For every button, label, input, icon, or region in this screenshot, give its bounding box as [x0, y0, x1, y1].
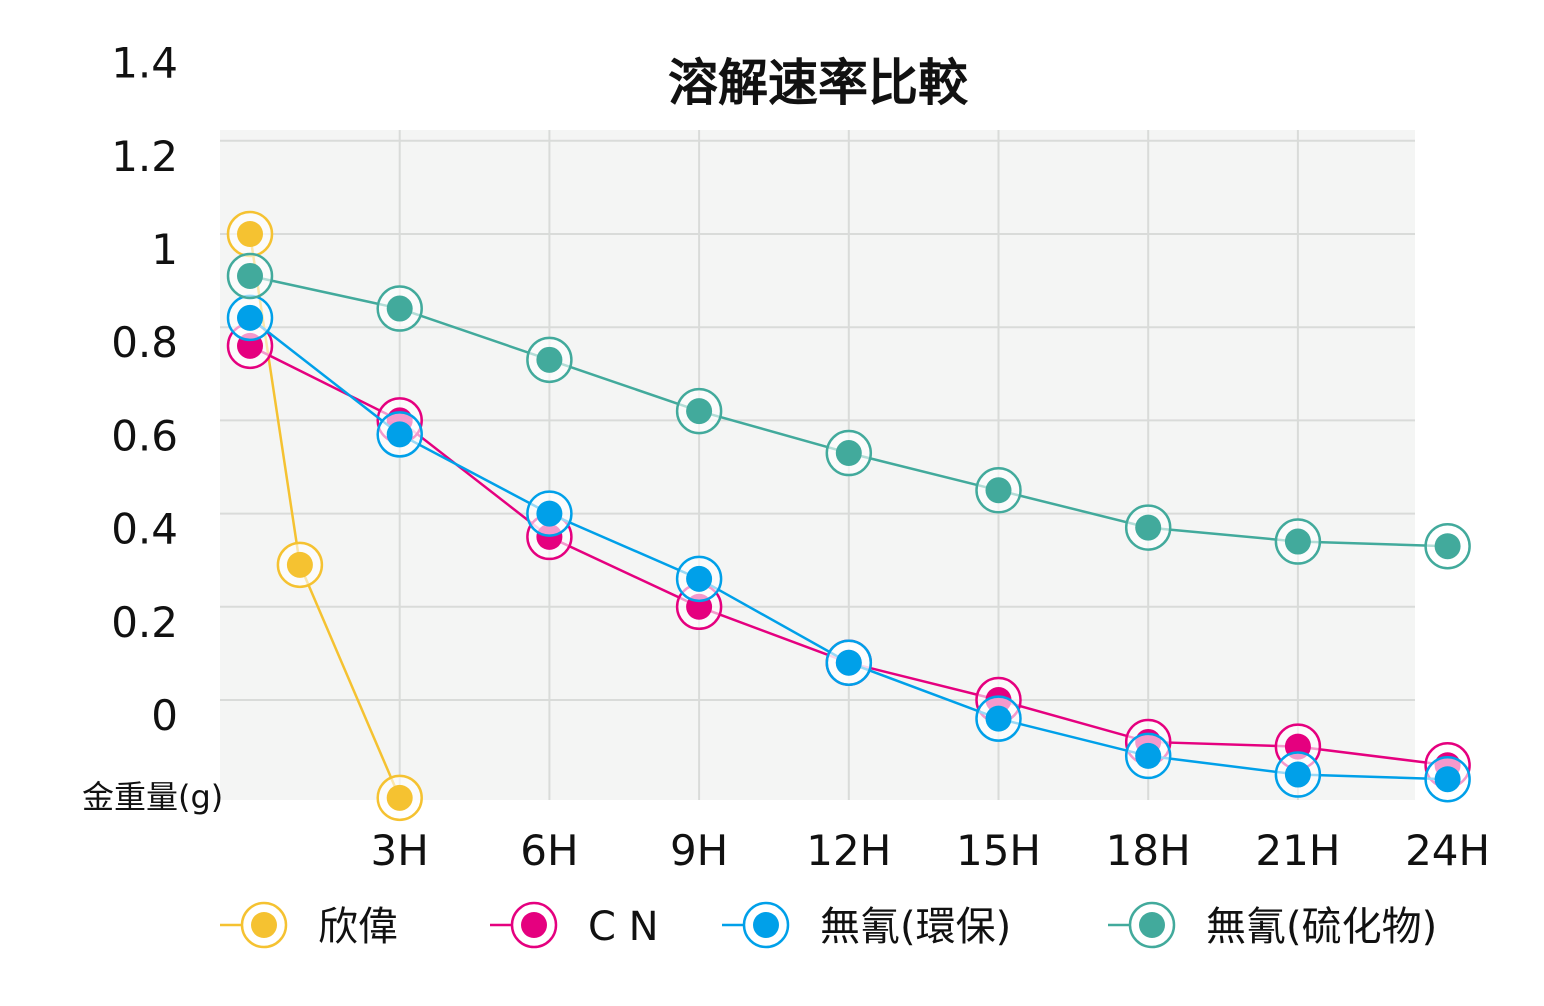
legend-marker: [1139, 912, 1165, 938]
data-point: [1284, 528, 1311, 555]
legend-label: C N: [588, 904, 659, 950]
data-point: [386, 784, 413, 811]
series-group: [226, 252, 1471, 570]
y-tick-label: 0.6: [111, 411, 178, 460]
data-point: [386, 421, 413, 448]
data-point: [1434, 766, 1461, 793]
data-point: [835, 440, 862, 467]
data-point: [536, 346, 563, 373]
x-axis-ticks: 3H 6H 9H 12H 15H 18H 21H 24H: [371, 826, 1491, 875]
legend-label: 無氰(硫化物): [1206, 904, 1437, 950]
series-group: [226, 210, 423, 822]
data-point: [985, 705, 1012, 732]
data-point: [1135, 514, 1162, 541]
data-point: [1284, 761, 1311, 788]
x-tick-label: 3H: [371, 826, 429, 875]
data-point: [286, 551, 313, 578]
data-point: [1135, 742, 1162, 769]
data-point: [237, 221, 263, 247]
x-tick-label: 24H: [1405, 826, 1490, 875]
series-group: [226, 294, 1471, 803]
data-point: [536, 500, 563, 527]
x-tick-label: 6H: [520, 826, 578, 875]
data-point: [985, 477, 1012, 504]
data-point: [386, 295, 413, 322]
plot-area: [220, 130, 1415, 800]
y-tick-label: 0.8: [111, 318, 178, 367]
data-point: [686, 565, 713, 592]
y-tick-label: 1.2: [111, 132, 178, 181]
data-point: [686, 398, 713, 425]
data-point: [1434, 533, 1461, 560]
legend-item: C N: [490, 901, 659, 950]
series: [226, 210, 1471, 822]
data-point: [237, 262, 263, 289]
x-tick-label: 12H: [806, 826, 891, 875]
legend-item: 欣偉: [220, 901, 398, 950]
x-tick-label: 15H: [956, 826, 1041, 875]
x-tick-label: 9H: [670, 826, 728, 875]
data-point: [237, 304, 263, 331]
y-tick-label: 0: [151, 691, 178, 740]
y-axis-ticks: 0 0.2 0.4 0.6 0.8 1 1.2 1.4: [111, 39, 178, 740]
y-tick-label: 0.4: [111, 505, 178, 554]
data-point: [835, 649, 862, 676]
legend-item: 無氰(環保): [722, 901, 1011, 950]
y-tick-label: 1: [151, 225, 178, 274]
legend-marker: [521, 912, 547, 938]
legend-label: 欣偉: [318, 904, 398, 950]
legend-marker: [251, 912, 277, 938]
chart-title: 溶解速率比較: [668, 54, 969, 112]
y-axis-label: 金重量(g): [82, 778, 223, 816]
legend: 欣偉 C N 無氰(環保) 無氰(硫化物): [220, 901, 1437, 950]
legend-marker: [753, 912, 779, 938]
legend-item: 無氰(硫化物): [1108, 901, 1437, 950]
y-tick-label: 0.2: [111, 598, 178, 647]
legend-label: 無氰(環保): [820, 904, 1011, 950]
x-tick-label: 18H: [1106, 826, 1191, 875]
x-tick-label: 21H: [1255, 826, 1340, 875]
y-tick-label: 1.4: [111, 39, 178, 88]
